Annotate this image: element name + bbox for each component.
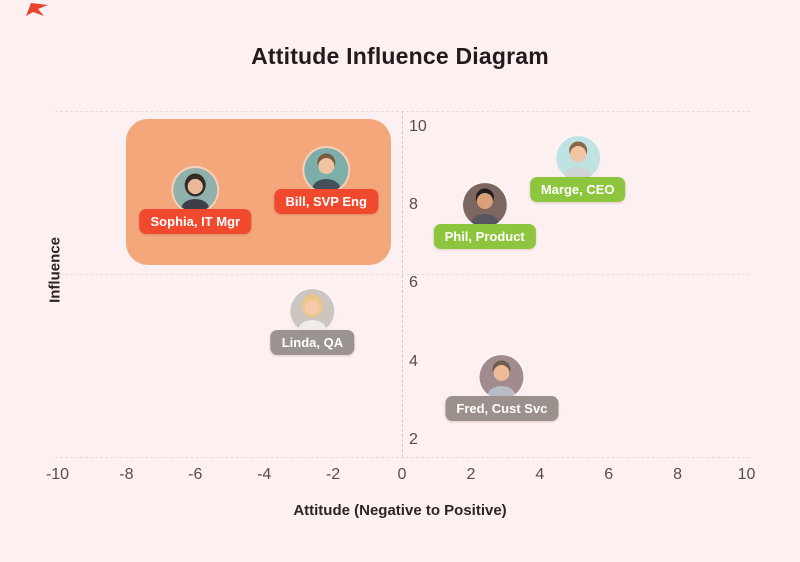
corner-mark-shape — [26, 3, 48, 16]
y-tick: 10 — [409, 118, 427, 135]
x-tick: 8 — [673, 466, 683, 483]
x-tick: 2 — [466, 466, 476, 483]
person-marker-marge[interactable]: Marge, CEO — [529, 136, 626, 203]
avatar-fred-photo-icon — [479, 355, 524, 400]
plot-bottom-border — [55, 457, 750, 458]
corner-mark-icon — [26, 3, 48, 16]
person-label-bill: Bill, SVP Eng — [274, 189, 378, 214]
person-label-fred: Fred, Cust Svc — [445, 396, 559, 422]
x-tick: -2 — [325, 466, 341, 483]
person-label-linda: Linda, QA — [270, 329, 355, 355]
x-tick: 4 — [535, 466, 545, 483]
person-marker-fred[interactable]: Fred, Cust Svc — [445, 355, 559, 422]
chart-title: Attitude Influence Diagram — [251, 43, 549, 69]
person-marker-sophia[interactable]: Sophia, IT Mgr — [139, 167, 252, 234]
x-tick: -4 — [257, 466, 272, 483]
avatar-marge-photo-icon — [555, 136, 600, 181]
x-tick: 0 — [397, 466, 407, 483]
person-marker-linda[interactable]: Linda, QA — [270, 288, 355, 355]
person-marker-bill[interactable]: Bill, SVP Eng — [274, 148, 378, 214]
avatar-bill-photo-icon — [304, 148, 349, 192]
person-label-phil: Phil, Product — [433, 224, 536, 250]
person-label-marge: Marge, CEO — [529, 177, 626, 203]
y-tick: 2 — [409, 430, 418, 448]
x-tick: 6 — [604, 466, 614, 483]
y-tick: 8 — [409, 196, 418, 214]
x-tick: -6 — [188, 466, 203, 483]
avatar-sophia-photo-icon — [173, 167, 218, 212]
y-axis-label: Influence — [46, 237, 64, 303]
quadrant-vline — [402, 111, 403, 457]
y-tick: 4 — [409, 352, 418, 370]
x-tick: -10 — [45, 466, 70, 483]
y-tick: 6 — [409, 274, 418, 292]
x-axis-label: Attitude (Negative to Positive) — [293, 502, 507, 519]
avatar-linda-photo-icon — [290, 288, 335, 333]
person-marker-phil[interactable]: Phil, Product — [433, 183, 536, 250]
x-tick: -8 — [119, 466, 134, 483]
x-tick: 10 — [737, 466, 756, 483]
person-label-sophia: Sophia, IT Mgr — [139, 208, 252, 234]
avatar-phil-photo-icon — [462, 183, 507, 228]
